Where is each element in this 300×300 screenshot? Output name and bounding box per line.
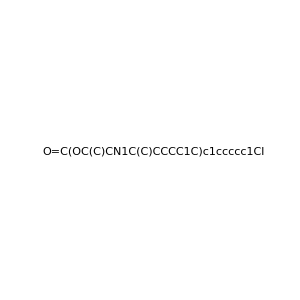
Text: O=C(OC(C)CN1C(C)CCCC1C)c1ccccc1Cl: O=C(OC(C)CN1C(C)CCCC1C)c1ccccc1Cl [43, 146, 265, 157]
